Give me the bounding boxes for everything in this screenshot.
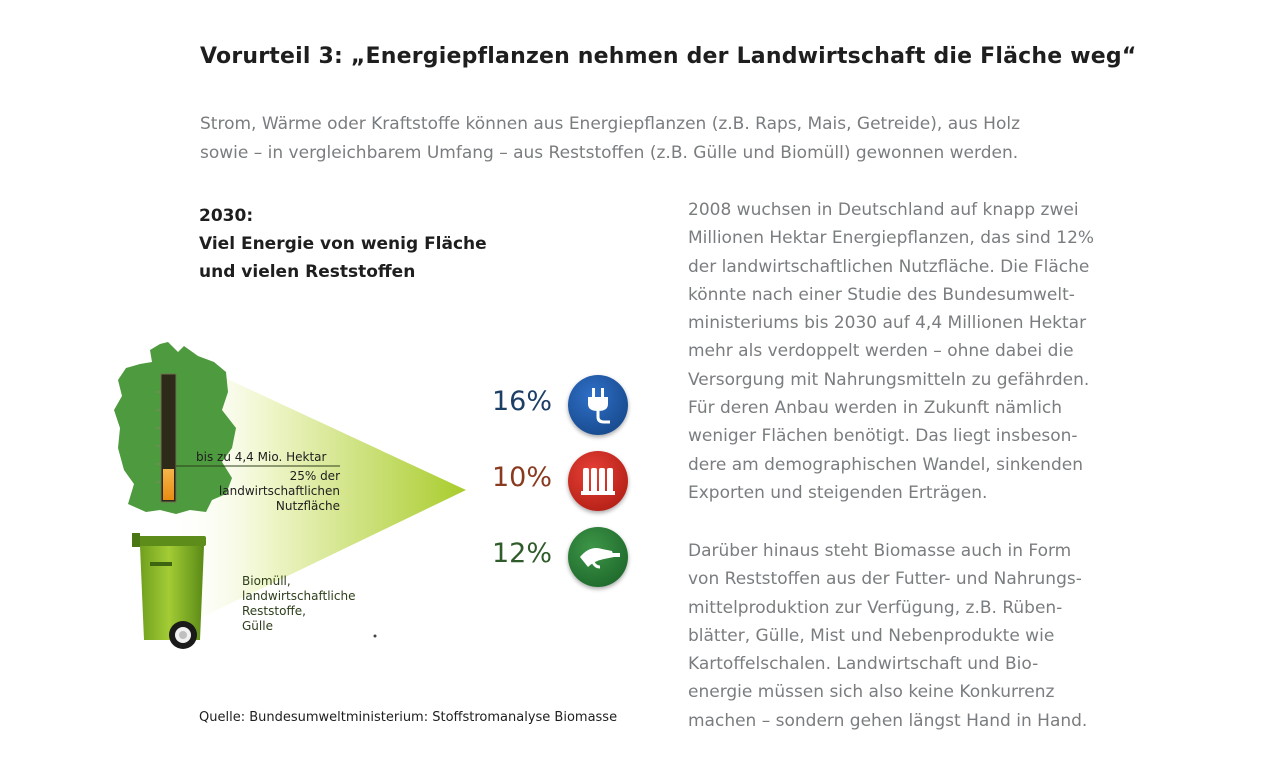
source-note: Quelle: Bundesumweltministerium: Stoffst… <box>199 710 618 725</box>
land-share-line: 25% der <box>289 469 340 483</box>
body-line: Darüber hinaus steht Biomasse auch in Fo… <box>688 541 1072 561</box>
body-line: könnte nach einer Studie des Bundesumwel… <box>688 284 1075 305</box>
land-share-gauge-fill <box>163 469 174 500</box>
power-plug-icon <box>568 375 628 435</box>
body-line: Exporten und steigenden Erträgen. <box>688 482 988 503</box>
body-line: weniger Flächen benötigt. Das liegt insb… <box>688 426 1078 447</box>
gauge-ticks <box>156 391 160 483</box>
intro-line: Strom, Wärme oder Kraftstoffe können aus… <box>200 114 1020 134</box>
intro-line: sowie – in vergleichbarem Umfang – aus R… <box>200 143 1019 163</box>
body-paragraph-1: 2008 wuchsen in Deutschland auf knapp zw… <box>688 196 1148 507</box>
body-line: 2008 wuchsen in Deutschland auf knapp zw… <box>688 200 1079 220</box>
graphic-heading-line: und vielen Reststoffen <box>199 262 416 282</box>
residue-label: Biomüll, landwirtschaftliche Reststoffe,… <box>242 574 355 634</box>
fuel-nozzle-icon <box>568 527 628 587</box>
residue-line: Reststoffe, <box>242 604 306 618</box>
body-line: machen – sondern gehen längst Hand in Ha… <box>688 710 1088 731</box>
share-fuel-value: 12% <box>492 538 553 569</box>
land-share-line: landwirtschaftlichen <box>218 484 340 498</box>
land-share-line: Nutzfläche <box>275 499 340 513</box>
body-line: ministeriums bis 2030 auf 4,4 Millionen … <box>688 313 1087 334</box>
body-line: mittelproduktion zur Verfügung, z.B. Rüb… <box>688 597 1063 618</box>
body-line: dere am demographischen Wandel, sinkende… <box>688 454 1083 475</box>
speck <box>373 634 377 638</box>
biomass-infographic <box>114 342 466 649</box>
land-share-label: 25% der landwirtschaftlichen Nutzfläche <box>196 469 340 514</box>
body-line: Versorgung mit Nahrungsmitteln zu gefähr… <box>688 369 1090 390</box>
intro-text: Strom, Wärme oder Kraftstoffe können aus… <box>200 110 1120 168</box>
residue-line: Biomüll, <box>242 574 291 588</box>
body-line: Millionen Hektar Energiepflanzen, das si… <box>688 228 1095 249</box>
body-line: energie müssen sich also keine Konkurren… <box>688 682 1055 703</box>
graphic-heading: 2030: Viel Energie von wenig Fläche und … <box>199 202 487 286</box>
body-line: von Reststoffen aus der Futter- und Nahr… <box>688 569 1082 590</box>
share-heat-value: 10% <box>492 462 553 493</box>
body-paragraph-2: Darüber hinaus steht Biomasse auch in Fo… <box>688 537 1148 735</box>
page-title: Vorurteil 3: „Energiepflanzen nehmen der… <box>200 44 1137 69</box>
body-line: mehr als verdoppelt werden – ohne dabei … <box>688 341 1074 362</box>
residue-line: Gülle <box>242 619 273 633</box>
graphic-heading-year: 2030: <box>199 206 254 226</box>
hectare-label: bis zu 4,4 Mio. Hektar <box>196 450 327 464</box>
green-bin-icon <box>132 533 206 649</box>
body-line: der landwirtschaftlichen Nutzfläche. Die… <box>688 256 1090 277</box>
share-power-value: 16% <box>492 386 553 417</box>
residue-line: landwirtschaftliche <box>242 589 356 603</box>
body-line: Kartoffelschalen. Landwirtschaft und Bio… <box>688 654 1039 675</box>
graphic-heading-line: Viel Energie von wenig Fläche <box>199 234 487 254</box>
body-line: blätter, Gülle, Mist und Nebenprodukte w… <box>688 625 1055 646</box>
energy-beam <box>165 350 466 635</box>
radiator-icon <box>568 451 628 511</box>
body-line: Für deren Anbau werden in Zukunft nämlic… <box>688 398 1063 419</box>
